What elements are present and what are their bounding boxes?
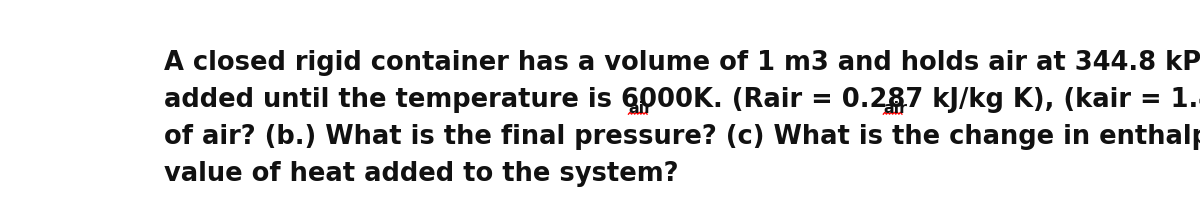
Text: air: air (883, 101, 907, 116)
Text: air: air (629, 101, 653, 116)
Text: added until the temperature is 6000K. (Rair = 0.287 kJ/kg K), (kair = 1.4). (a.): added until the temperature is 6000K. (R… (164, 87, 1200, 113)
Text: of air? (b.) What is the final pressure? (c) What is the change in enthalpy? and: of air? (b.) What is the final pressure?… (164, 124, 1200, 150)
Text: value of heat added to the system?: value of heat added to the system? (164, 161, 678, 187)
Text: A closed rigid container has a volume of 1 m3 and holds air at 344.8 kPa and 273: A closed rigid container has a volume of… (164, 50, 1200, 76)
